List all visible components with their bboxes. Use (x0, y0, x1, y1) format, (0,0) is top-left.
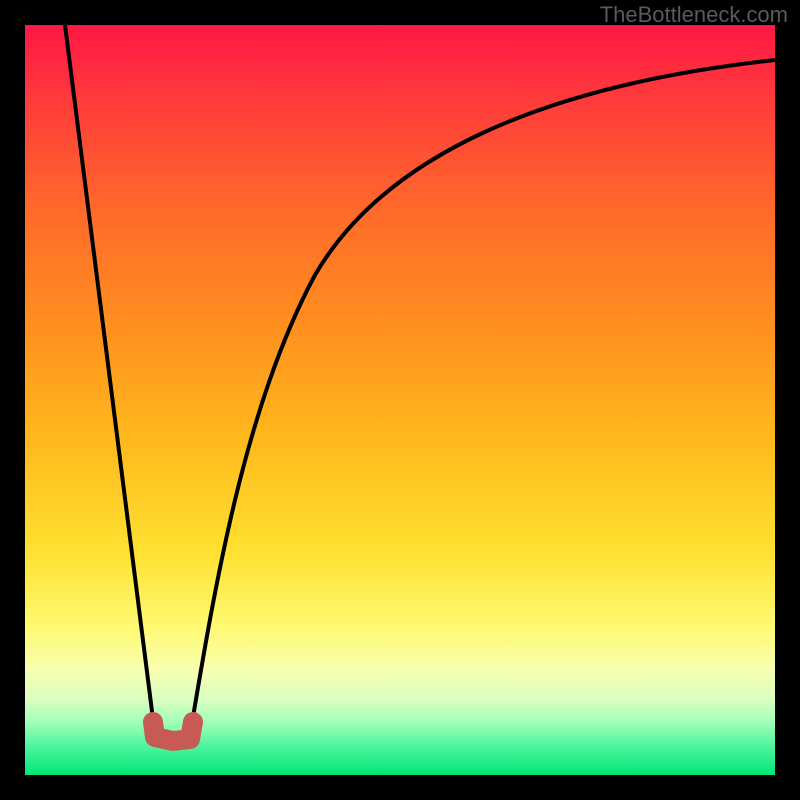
curve-layer (25, 25, 775, 775)
chart-frame: TheBottleneck.com (0, 0, 800, 800)
left-descent-line (65, 25, 155, 735)
right-asymptote-curve (190, 60, 775, 735)
dip-marker (153, 722, 193, 741)
plot-area (25, 25, 775, 775)
